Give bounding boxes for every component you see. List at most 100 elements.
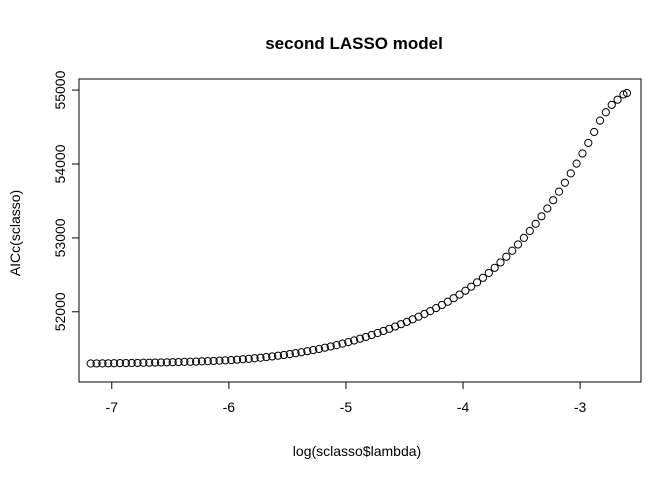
data-point [601, 108, 610, 117]
data-point [590, 127, 599, 137]
data-point [250, 354, 259, 363]
data-point [273, 351, 283, 360]
data-point [279, 350, 288, 360]
data-point [291, 349, 300, 358]
data-point [566, 169, 575, 178]
data-point [367, 330, 376, 340]
data-point [268, 352, 277, 361]
data-point [443, 297, 452, 306]
data-point [560, 178, 569, 187]
y-axis-label: AICc(sclasso) [7, 190, 23, 276]
data-point [578, 149, 587, 158]
data-point [104, 359, 113, 368]
data-point [151, 358, 160, 367]
data-point [86, 359, 95, 368]
data-point [490, 263, 499, 272]
data-point [145, 358, 154, 367]
data-point [309, 345, 318, 355]
data-point [478, 273, 488, 282]
data-point [338, 339, 347, 348]
data-point [227, 355, 236, 365]
data-point [613, 95, 622, 104]
y-tick-label: 54000 [52, 144, 68, 183]
data-point [215, 356, 224, 365]
y-tick-label: 53000 [52, 218, 68, 257]
x-tick-label: -7 [106, 399, 119, 415]
data-point [391, 322, 400, 331]
data-point [221, 356, 230, 365]
data-point [396, 320, 406, 329]
data-point [385, 324, 394, 333]
data-point [297, 348, 306, 357]
data-point [191, 357, 201, 366]
data-point [543, 204, 552, 213]
data-point [139, 358, 148, 367]
data-point [98, 359, 107, 368]
x-tick-label: -6 [223, 399, 236, 415]
data-point [186, 357, 195, 366]
data-point [525, 226, 534, 236]
data-point [344, 337, 353, 347]
data-point [455, 290, 464, 299]
data-point [572, 159, 581, 168]
data-point [127, 358, 136, 368]
data-points [86, 88, 632, 368]
data-point [361, 332, 370, 342]
data-point [484, 268, 493, 278]
x-tick-label: -5 [340, 399, 353, 415]
data-point [519, 233, 529, 242]
data-point [622, 88, 632, 98]
x-tick-label: -3 [574, 399, 587, 415]
data-point [537, 212, 546, 221]
data-point [320, 343, 329, 352]
data-point [262, 352, 271, 362]
data-point [467, 282, 476, 291]
data-point [209, 356, 218, 366]
data-point [379, 326, 388, 336]
data-point [92, 359, 101, 368]
data-point [502, 252, 511, 261]
data-point [554, 187, 564, 196]
data-point [472, 278, 482, 287]
data-point [449, 294, 458, 303]
data-point [373, 328, 382, 338]
data-point [168, 358, 177, 367]
data-point [133, 358, 142, 368]
chart-title: second LASSO model [265, 34, 443, 53]
data-point [461, 286, 470, 295]
data-point [619, 90, 628, 99]
data-point [350, 336, 359, 345]
data-point [121, 358, 130, 368]
data-point [549, 196, 558, 205]
data-point [332, 341, 341, 350]
y-tick-label: 52000 [52, 292, 68, 331]
data-point [326, 342, 335, 351]
data-point [285, 349, 294, 359]
data-point [232, 355, 242, 364]
data-point [203, 357, 212, 366]
plot-frame [78, 78, 642, 383]
data-point [314, 344, 324, 354]
data-point [115, 359, 125, 368]
data-point [355, 334, 365, 343]
data-point [238, 355, 248, 364]
data-point [162, 358, 171, 367]
data-point [531, 219, 540, 228]
data-point [595, 116, 605, 125]
data-point [197, 357, 207, 366]
data-point [110, 359, 119, 368]
data-point [303, 347, 312, 356]
x-axis-label: log(sclasso$lambda) [293, 443, 421, 459]
data-point [496, 258, 505, 267]
data-point [180, 357, 189, 366]
x-tick-label: -4 [457, 399, 470, 415]
y-axis: 52000 53000 54000 55000 [52, 70, 79, 331]
data-point [244, 354, 253, 363]
x-axis: -7 -6 -5 -4 -3 [106, 382, 587, 415]
data-point [584, 138, 593, 148]
y-tick-label: 55000 [52, 70, 68, 109]
data-point [256, 353, 265, 362]
data-point [174, 357, 183, 367]
data-point [508, 246, 517, 255]
